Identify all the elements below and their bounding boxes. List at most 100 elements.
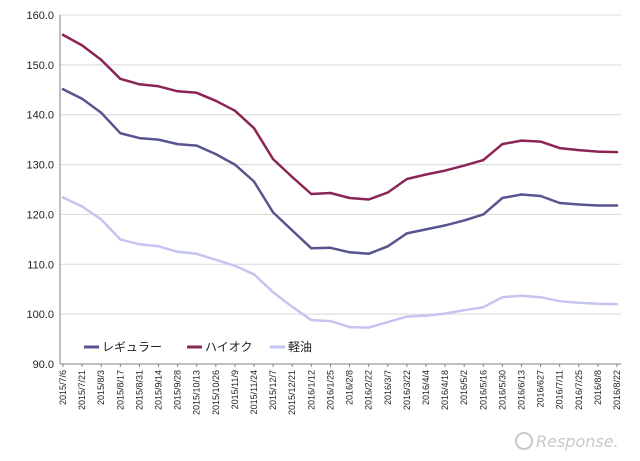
data-point bbox=[424, 173, 428, 176]
data-point bbox=[100, 111, 103, 114]
data-point bbox=[443, 224, 447, 227]
data-point bbox=[80, 44, 84, 47]
y-tick-label: 130.0 bbox=[26, 160, 54, 172]
data-point bbox=[157, 85, 160, 88]
data-point bbox=[157, 138, 160, 141]
data-point bbox=[367, 198, 370, 201]
data-point bbox=[558, 146, 561, 150]
series-line bbox=[61, 196, 619, 329]
x-tick-label: 2016/3/22 bbox=[402, 370, 412, 410]
data-point bbox=[310, 247, 313, 250]
data-point bbox=[176, 142, 179, 146]
data-point bbox=[615, 302, 619, 306]
data-point bbox=[386, 245, 389, 248]
x-tick-label: 2016/1/25 bbox=[325, 370, 335, 410]
y-tick-label: 160.0 bbox=[26, 10, 54, 22]
x-tick-label: 2015/11/24 bbox=[249, 370, 259, 414]
y-tick-label: 110.0 bbox=[27, 259, 54, 271]
data-point bbox=[119, 77, 122, 81]
x-tick-label: 2016/4/18 bbox=[440, 370, 450, 410]
data-point bbox=[348, 325, 351, 329]
legend: レギュラー ハイオク 軽油 bbox=[84, 340, 312, 354]
data-point bbox=[119, 131, 122, 135]
series-group bbox=[61, 33, 619, 329]
data-point bbox=[195, 144, 198, 147]
data-point bbox=[482, 305, 485, 309]
series-line bbox=[61, 33, 619, 201]
data-point bbox=[405, 315, 409, 318]
series-line bbox=[61, 88, 619, 256]
data-point bbox=[138, 136, 141, 140]
data-point bbox=[367, 252, 370, 256]
x-tick-label: 2015/8/3 bbox=[96, 370, 106, 405]
data-point bbox=[233, 264, 237, 267]
x-tick-label: 2015/10/26 bbox=[211, 370, 221, 415]
data-point bbox=[252, 126, 256, 130]
data-point bbox=[233, 109, 237, 112]
x-tick-label: 2015/8/17 bbox=[115, 370, 125, 410]
x-tick-label: 2016/2/22 bbox=[364, 370, 374, 410]
x-tick-label: 2016/627 bbox=[536, 370, 546, 408]
data-point bbox=[329, 246, 332, 250]
data-point bbox=[520, 139, 523, 142]
watermark-logo-icon bbox=[515, 432, 533, 450]
data-point bbox=[176, 250, 179, 254]
x-tick-label: 2015/9/28 bbox=[173, 370, 183, 410]
gridlines bbox=[60, 14, 621, 315]
x-tick-label: 2015/11/9 bbox=[230, 370, 240, 409]
data-point bbox=[329, 191, 332, 195]
data-point bbox=[558, 299, 561, 303]
watermark: Response. bbox=[515, 432, 619, 451]
data-point bbox=[577, 148, 580, 152]
series-1 bbox=[61, 88, 619, 256]
data-point bbox=[157, 245, 160, 248]
x-tick-label: 2015/10/13 bbox=[192, 370, 202, 415]
data-point bbox=[443, 312, 447, 315]
data-point bbox=[520, 294, 523, 297]
data-point bbox=[214, 258, 218, 261]
x-tick-label: 2016/5/30 bbox=[497, 370, 507, 410]
y-tick-label: 120.0 bbox=[26, 209, 54, 221]
legend-label: 軽油 bbox=[288, 340, 312, 354]
x-tick-label: 2016/3/7 bbox=[383, 370, 393, 405]
data-point bbox=[195, 252, 198, 256]
data-point bbox=[100, 58, 103, 62]
data-point bbox=[61, 196, 65, 199]
data-point bbox=[386, 320, 389, 324]
data-point bbox=[596, 204, 600, 207]
data-point bbox=[501, 196, 504, 200]
data-point bbox=[271, 291, 275, 294]
data-point bbox=[367, 326, 370, 329]
x-tick-label: 2016/8/22 bbox=[612, 370, 622, 410]
series-2 bbox=[61, 33, 619, 201]
data-point bbox=[424, 228, 428, 231]
x-tick-label: 2016/4/4 bbox=[421, 370, 431, 405]
data-point bbox=[462, 308, 466, 312]
y-tick-label: 140.0 bbox=[26, 110, 54, 122]
data-point bbox=[291, 305, 294, 308]
data-point bbox=[520, 193, 523, 196]
data-point bbox=[596, 150, 600, 153]
data-point bbox=[405, 177, 409, 181]
data-point bbox=[119, 238, 122, 241]
data-point bbox=[100, 218, 103, 221]
data-point bbox=[596, 302, 600, 305]
data-point bbox=[329, 319, 332, 323]
data-point bbox=[271, 211, 275, 214]
y-tick-label: 100.0 bbox=[26, 309, 54, 321]
data-point bbox=[462, 164, 466, 167]
y-tick-label: 150.0 bbox=[26, 60, 54, 72]
x-tick-label: 2016/7/25 bbox=[574, 370, 584, 410]
data-point bbox=[80, 205, 84, 208]
data-point bbox=[386, 191, 389, 194]
x-tick-label: 2015/8/31 bbox=[134, 370, 144, 410]
data-point bbox=[291, 175, 294, 179]
data-point bbox=[138, 243, 141, 246]
data-point bbox=[558, 201, 561, 205]
data-point bbox=[310, 318, 313, 322]
data-point bbox=[577, 301, 580, 304]
data-point bbox=[462, 219, 466, 222]
x-tick-label: 2015/9/14 bbox=[154, 370, 164, 410]
data-point bbox=[348, 251, 351, 254]
